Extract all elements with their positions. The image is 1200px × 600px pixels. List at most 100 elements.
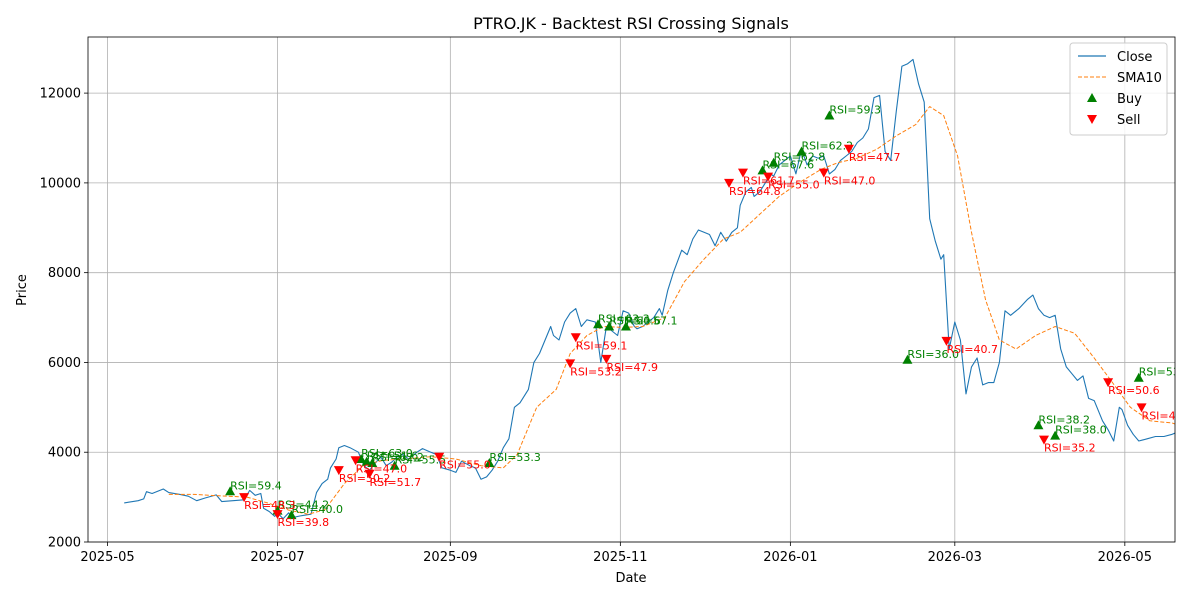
- y-tick-label: 10000: [40, 176, 81, 191]
- x-tick-label: 2026-05: [1098, 550, 1152, 565]
- sell-marker: [1136, 403, 1147, 413]
- sell-label: RSI=47.0: [824, 175, 876, 188]
- buy-label: RSI=36.0: [907, 348, 959, 361]
- buy-label: RSI=57.1: [626, 315, 678, 328]
- buy-marker: [484, 457, 495, 467]
- sell-marker: [843, 144, 854, 154]
- sell-label: RSI=40.7: [946, 343, 998, 356]
- buy-marker: [356, 453, 367, 463]
- sell-marker: [1103, 378, 1114, 388]
- buy-marker: [286, 510, 297, 520]
- sell-marker: [272, 510, 283, 520]
- buy-marker: [1133, 372, 1144, 382]
- sell-marker: [818, 168, 829, 178]
- x-tick-label: 2026-03: [928, 550, 982, 565]
- buy-marker: [225, 486, 236, 496]
- buy-label: RSI=40.0: [291, 503, 343, 516]
- sell-marker: [737, 168, 748, 178]
- sell-label: RSI=50.6: [1108, 384, 1160, 397]
- buy-marker: [768, 157, 779, 167]
- sell-marker: [941, 336, 952, 346]
- legend-buy-swatch: [1087, 93, 1097, 102]
- sell-label: RSI=44.9: [1142, 409, 1194, 422]
- buy-label: RSI=38.0: [1055, 424, 1107, 437]
- sell-label: RSI=61.7: [743, 175, 795, 188]
- y-tick-label: 12000: [40, 87, 81, 102]
- sell-marker: [724, 178, 735, 188]
- x-tick-label: 2025-05: [80, 550, 134, 565]
- sell-marker: [601, 354, 612, 364]
- axes: 2025-05 2025-07 2025-09 2025-11 2026-01 2026-…: [40, 36, 1176, 565]
- sell-label: RSI=59.1: [576, 339, 628, 352]
- x-tick-label: 2026-01: [763, 550, 817, 565]
- legend-label: Close: [1117, 50, 1152, 65]
- sell-label: RSI=53.2: [570, 365, 622, 378]
- sell-label: RSI=64.8: [729, 185, 781, 198]
- sell-label: RSI=55.0: [768, 179, 820, 192]
- buy-marker: [796, 146, 807, 156]
- y-tick-label: 2000: [48, 536, 81, 551]
- y-tick-label: 6000: [48, 356, 81, 371]
- y-tick-label: 4000: [48, 446, 81, 461]
- sell-marker: [570, 333, 581, 343]
- buy-label: RSI=63.0: [361, 447, 413, 460]
- buy-label: RSI=62.2: [372, 451, 424, 464]
- buy-marker: [367, 457, 378, 467]
- sell-marker: [763, 172, 774, 182]
- buy-label: RSI=60.6: [609, 315, 661, 328]
- buy-marker: [620, 321, 631, 331]
- sell-marker: [239, 493, 250, 503]
- y-axis-title: Price: [15, 274, 30, 306]
- legend-sell-swatch: [1087, 115, 1097, 124]
- buy-label: RSI=63.3: [598, 312, 650, 325]
- close-line: [124, 58, 1175, 520]
- sell-label: RSI=55.0: [439, 459, 491, 472]
- sell-label: RSI=50.2: [339, 472, 391, 485]
- buy-marker: [902, 354, 913, 364]
- sell-label: RSI=48.3: [244, 499, 296, 512]
- sell-label: RSI=35.2: [1044, 442, 1096, 455]
- sell-marker: [350, 456, 361, 466]
- sell-marker: [333, 466, 344, 476]
- buy-label: RSI=53.3: [489, 451, 541, 464]
- x-axis-title: Date: [615, 571, 646, 586]
- sell-marker: [1039, 435, 1050, 445]
- sell-marker: [434, 452, 445, 462]
- buy-marker: [389, 460, 400, 470]
- buy-marker: [1050, 430, 1061, 440]
- buy-label: RSI=53.3: [1139, 366, 1191, 379]
- legend: Close SMA10 Buy Sell: [1069, 42, 1168, 136]
- buy-marker: [824, 110, 835, 120]
- sell-label: RSI=51.7: [370, 476, 422, 489]
- legend-label: SMA10: [1117, 71, 1162, 86]
- chart-title: PTRO.JK - Backtest RSI Crossing Signals: [473, 14, 789, 33]
- buy-marker: [1033, 420, 1044, 430]
- buy-label: RSI=44.2: [278, 499, 330, 512]
- buy-label: RSI=62.2: [802, 139, 854, 152]
- sell-label: RSI=47.0: [356, 462, 408, 475]
- legend-box: [1069, 42, 1168, 136]
- buy-label: RSI=59.4: [230, 479, 282, 492]
- legend-label: Sell: [1117, 113, 1140, 128]
- buy-marker: [593, 319, 604, 329]
- buy-label: RSI=51.6: [367, 450, 419, 463]
- buy-label: RSI=62.8: [774, 151, 826, 164]
- legend-label: Buy: [1117, 92, 1142, 107]
- x-tick-label: 2025-09: [423, 550, 477, 565]
- sell-marker: [565, 359, 576, 369]
- x-tick-label: 2025-11: [593, 550, 647, 565]
- buy-label: RSI=55.5: [395, 454, 447, 467]
- y-tick-label: 8000: [48, 266, 81, 281]
- sma10-line: [168, 106, 1175, 515]
- buy-marker: [604, 321, 615, 331]
- buy-label: RSI=38.2: [1038, 413, 1090, 426]
- sell-label: RSI=47.7: [849, 151, 901, 164]
- x-tick-label: 2025-07: [250, 550, 304, 565]
- sell-label: RSI=39.8: [278, 516, 330, 529]
- sell-marker: [364, 469, 375, 479]
- grid-layer: [88, 37, 1175, 543]
- plot-frame: [87, 36, 1176, 543]
